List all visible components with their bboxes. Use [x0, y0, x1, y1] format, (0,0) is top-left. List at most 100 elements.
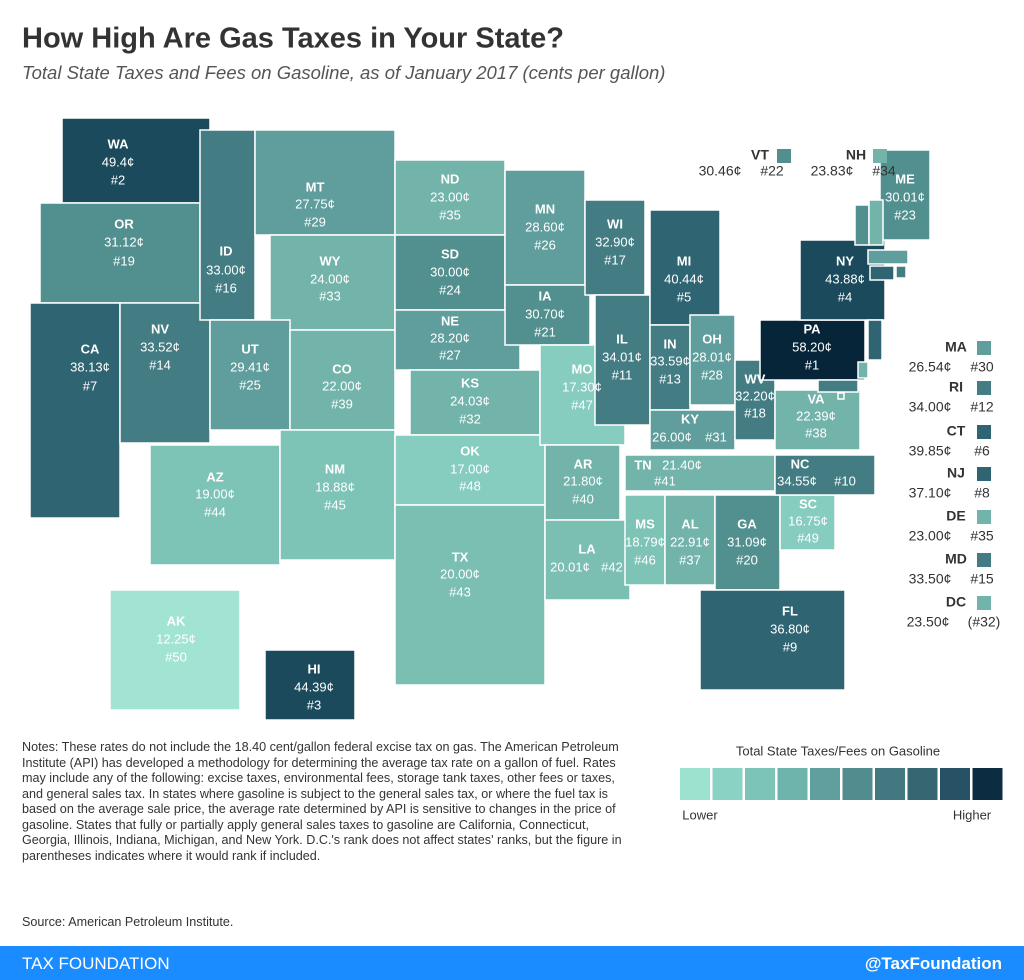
state-tax: 24.00¢: [310, 271, 350, 286]
state-rank: #30: [970, 359, 994, 375]
state-shape: [649, 209, 721, 326]
state-abbr: MI: [677, 253, 691, 268]
legend-swatch: [745, 768, 775, 800]
legend-swatch: [972, 768, 1003, 800]
state-abbr: OK: [460, 443, 480, 458]
state-shape: [624, 494, 666, 586]
state-shape: [774, 389, 861, 451]
state-shape: [734, 359, 776, 441]
state-rank: #37: [679, 552, 701, 567]
state-abbr: NM: [325, 461, 345, 476]
state-tax: 39.85¢: [909, 443, 952, 459]
state-tax: 58.20¢: [792, 339, 832, 354]
state-shape: [857, 361, 869, 379]
state-shape: [869, 265, 895, 281]
state-abbr: SC: [799, 496, 818, 511]
state-tax: 27.75¢: [295, 196, 335, 211]
state-rank: #44: [204, 504, 226, 519]
state-shape: [254, 129, 396, 236]
state-tax: 49.4¢: [102, 154, 135, 169]
state-shape: [279, 429, 396, 561]
state-rank: #20: [736, 552, 758, 567]
footer: TAX FOUNDATION @TaxFoundation: [0, 946, 1024, 980]
state-rank: #4: [838, 289, 852, 304]
state-abbr: MT: [306, 179, 325, 194]
state-abbr: NJ: [947, 465, 965, 481]
state-shape: [29, 302, 121, 519]
state-rank: #14: [149, 357, 171, 372]
state-tax: 30.01¢: [885, 189, 925, 204]
state-rank: #9: [783, 639, 797, 654]
state-tax: 23.00¢: [430, 189, 470, 204]
state-tax: 33.52¢: [140, 339, 180, 354]
legend-swatch: [842, 768, 873, 800]
state-abbr: GA: [737, 516, 757, 531]
state-tax: 18.88¢: [315, 479, 355, 494]
state-abbr: NC: [791, 456, 810, 471]
state-rank: #35: [970, 528, 994, 544]
state-rank: (#32): [968, 614, 1001, 630]
state-abbr: UT: [241, 341, 258, 356]
legend-swatch: [907, 768, 938, 800]
state-tax: 30.70¢: [525, 306, 565, 321]
state-abbr: RI: [949, 379, 963, 395]
state-rank: #19: [113, 253, 135, 268]
state-tax: 38.13¢: [70, 359, 110, 374]
legend-high: Higher: [953, 807, 992, 822]
state-abbr: OH: [702, 331, 722, 346]
state-tax: 28.60¢: [525, 219, 565, 234]
state-shape: [394, 434, 546, 506]
state-abbr: MS: [635, 516, 655, 531]
state-tax: 33.50¢: [909, 571, 952, 587]
state-abbr: TX: [452, 549, 469, 564]
legend-swatch: [777, 768, 808, 800]
state-abbr: AK: [167, 613, 186, 628]
state-rank: #47: [571, 397, 593, 412]
state-shape: [584, 199, 646, 296]
state-tax: 34.01¢: [602, 349, 642, 364]
legend-swatch: [712, 768, 743, 800]
legend-swatch: [940, 768, 970, 800]
state-shape: [209, 319, 291, 431]
state-tax: 26.00¢: [652, 429, 692, 444]
state-rank: #23: [894, 207, 916, 222]
state-shape: [269, 234, 396, 331]
state-abbr: HI: [308, 661, 321, 676]
state-rank: #25: [239, 377, 261, 392]
state-tax: 17.30¢: [562, 379, 602, 394]
state-abbr: IN: [664, 336, 677, 351]
state-tax: 30.00¢: [430, 264, 470, 279]
state-rank: #43: [449, 584, 471, 599]
map: How High Are Gas Taxes in Your State? To…: [22, 23, 1003, 822]
state-rank: #34: [872, 163, 896, 179]
state-rank: #3: [307, 697, 321, 712]
state-rank: #21: [534, 324, 556, 339]
title: How High Are Gas Taxes in Your State?: [22, 23, 564, 55]
state-rank: #12: [970, 399, 994, 415]
state-tax: 22.91¢: [670, 534, 710, 549]
state-tax: 23.50¢: [907, 614, 950, 630]
state-tax: 23.83¢: [811, 163, 854, 179]
state-tax: 26.54¢: [909, 359, 952, 375]
state-tax: 20.00¢: [440, 566, 480, 581]
state-swatch: [977, 553, 991, 567]
state-tax: 32.90¢: [595, 234, 635, 249]
state-abbr: CT: [947, 423, 966, 439]
state-tax: 22.00¢: [322, 378, 362, 393]
state-rank: #8: [974, 485, 990, 501]
state-rank: #11: [612, 367, 633, 382]
state-swatch: [977, 381, 991, 395]
state-rank: #39: [331, 396, 353, 411]
state-shape: [879, 149, 931, 241]
legend-low: Lower: [682, 807, 718, 822]
state-abbr: DC: [946, 594, 966, 610]
state-rank: #48: [459, 478, 481, 493]
state-rank: #29: [304, 214, 326, 229]
state-abbr: VA: [807, 391, 825, 406]
state-tax: 12.25¢: [156, 631, 196, 646]
state-shape: [854, 204, 870, 246]
state-shape: [867, 249, 909, 265]
state-tax: 40.44¢: [664, 271, 704, 286]
state-shape: [394, 234, 506, 311]
state-tax: 21.40¢: [662, 457, 702, 472]
